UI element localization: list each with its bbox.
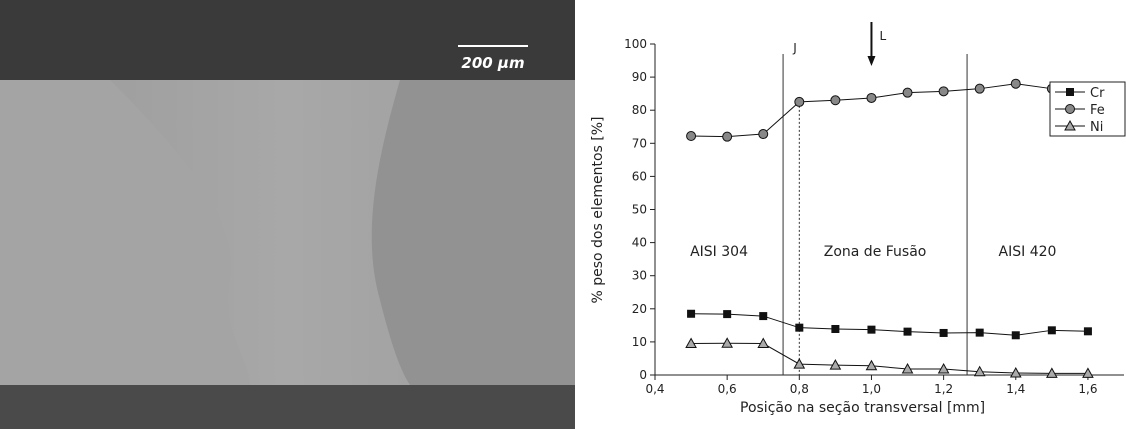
marker: [1047, 326, 1056, 335]
marker: [1010, 78, 1021, 89]
y-tick-label: 10: [632, 335, 647, 349]
x-tick-label: 1,4: [1006, 382, 1025, 396]
marker: [937, 363, 950, 374]
marker: [1082, 367, 1094, 378]
bottom-band: [0, 385, 575, 429]
top-band: [0, 0, 575, 80]
aisi-304-zone: [0, 80, 250, 385]
x-axis-title: Posição na seção transversal [mm]: [740, 400, 985, 416]
marker: [793, 358, 806, 369]
marker: [687, 309, 696, 318]
y-tick-label: 80: [632, 103, 647, 117]
marker: [795, 323, 804, 332]
marker: [758, 129, 769, 140]
marker: [723, 310, 732, 319]
x-tick-label: 1,6: [1078, 382, 1097, 396]
annotation: L: [879, 29, 886, 43]
y-tick-label: 20: [632, 302, 647, 316]
marker: [974, 83, 985, 94]
marker: [973, 365, 986, 377]
region-label: Zona de Fusão: [824, 244, 927, 260]
y-tick-label: 60: [632, 169, 647, 183]
y-tick-label: 0: [639, 368, 647, 382]
x-tick-label: 0,6: [718, 382, 737, 396]
marker: [901, 363, 914, 374]
region-label: AISI 420: [999, 244, 1057, 260]
marker: [903, 327, 912, 336]
region-label: AISI 304: [690, 244, 748, 260]
x-tick-label: 0,8: [790, 382, 809, 396]
marker: [757, 337, 770, 349]
series-line: [691, 313, 1088, 336]
marker: [722, 131, 733, 142]
marker: [1065, 104, 1075, 114]
series-line: [691, 83, 1088, 138]
micrograph: 200 μm: [0, 0, 575, 429]
marker: [686, 131, 697, 142]
chart: Posição na seção transversal [mm] % peso…: [590, 22, 1126, 416]
marker: [867, 325, 876, 334]
marker: [721, 337, 734, 348]
x-tick-label: 1,2: [934, 382, 953, 396]
marker: [759, 312, 768, 321]
series-line: [691, 342, 1088, 374]
marker: [794, 96, 805, 107]
scale-label: 200 μm: [461, 54, 524, 72]
marker: [939, 328, 948, 337]
x-tick-label: 0,4: [645, 382, 664, 396]
marker: [938, 86, 949, 97]
marker: [1046, 367, 1058, 378]
annotation: J: [792, 41, 797, 55]
y-axis-title: % peso dos elementos [%]: [590, 116, 606, 303]
legend-label: Cr: [1090, 86, 1105, 101]
legend-label: Ni: [1090, 120, 1103, 135]
marker: [1064, 119, 1076, 131]
legend-label: Fe: [1090, 103, 1105, 118]
marker: [865, 359, 878, 371]
marker: [1066, 88, 1074, 96]
y-tick-label: 100: [624, 37, 647, 51]
marker: [866, 92, 877, 103]
arrow-head: [867, 56, 876, 66]
marker: [830, 95, 841, 106]
marker: [829, 359, 842, 370]
marker: [975, 328, 984, 337]
aisi-420-zone: [371, 80, 575, 385]
x-tick-label: 1,0: [862, 382, 881, 396]
marker: [902, 87, 913, 98]
marker: [1009, 366, 1022, 378]
marker: [1083, 327, 1092, 336]
y-tick-label: 50: [632, 203, 647, 217]
y-tick-label: 40: [632, 236, 647, 250]
y-tick-label: 70: [632, 136, 647, 150]
marker: [1011, 331, 1020, 340]
marker: [831, 324, 840, 333]
y-tick-label: 30: [632, 269, 647, 283]
y-tick-label: 90: [632, 70, 647, 84]
marker: [685, 337, 697, 349]
